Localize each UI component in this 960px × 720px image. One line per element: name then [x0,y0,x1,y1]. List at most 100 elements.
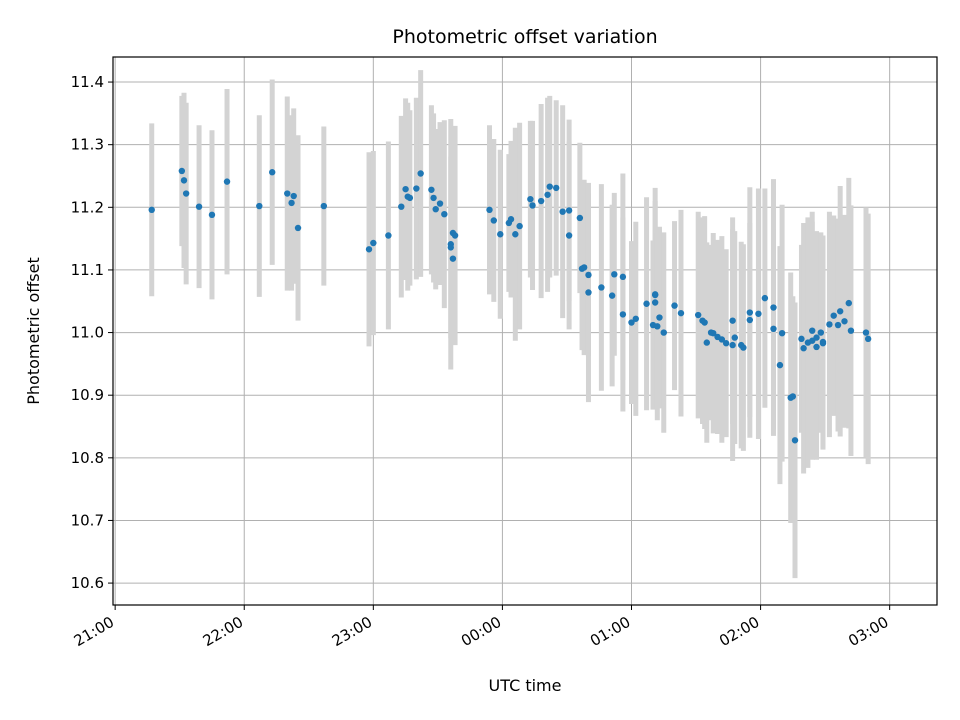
data-point [836,308,844,315]
data-point [701,319,708,326]
data-point [565,207,573,214]
data-point [294,224,302,232]
data-point [677,309,685,317]
data-point [284,190,291,197]
data-point [413,185,420,192]
data-point [256,202,263,210]
data-point [632,315,639,322]
data-point [834,321,842,329]
data-point [862,329,870,336]
data-point [770,304,777,311]
data-point [182,190,190,197]
data-point [565,232,573,239]
data-point [817,329,825,336]
data-point [776,361,784,369]
x-axis: 21:00 22:00 23:00 00:00 01:00 02:00 03:00 [71,605,892,650]
data-point [770,325,777,333]
data-point [290,192,297,200]
data-point [619,311,627,318]
y-tick-label: 10.9 [71,386,104,404]
data-point [402,185,409,193]
data-point [654,323,661,330]
data-point [449,255,457,262]
data-point [864,335,872,343]
data-point [598,284,605,291]
data-point [417,170,424,177]
data-point [527,195,534,203]
data-point [656,314,663,321]
data-point [398,203,405,210]
data-point [406,194,414,202]
data-point [789,393,797,400]
data-point [761,294,769,302]
data-point [755,310,762,317]
x-tick-label: 00:00 [458,613,504,650]
data-point [611,271,618,278]
y-tick-label: 10.7 [71,511,104,529]
data-point [148,206,155,214]
plot-frame [112,56,938,606]
x-axis-label: UTC time [489,676,562,695]
data-point [830,312,837,319]
data-point [813,334,820,341]
x-tick-label: 21:00 [71,613,117,650]
data-point [180,177,188,184]
data-point [432,205,439,213]
data-point [447,244,454,251]
data-point [428,186,435,193]
data-points [148,167,872,444]
data-point [223,178,231,185]
x-tick-label: 02:00 [716,613,762,650]
data-point [608,292,616,299]
data-point [552,184,560,192]
data-point [813,343,820,351]
data-point [619,273,627,281]
chart-title: Photometric offset variation [392,26,657,48]
y-tick-label: 11.0 [71,324,104,342]
data-point [791,437,799,444]
data-point [722,340,730,347]
data-point [710,329,717,337]
data-point [497,231,504,238]
data-point [819,338,827,346]
data-point [703,339,710,346]
x-tick-label: 03:00 [845,613,891,650]
data-point [195,203,203,210]
data-point [847,327,855,334]
data-point [651,291,659,299]
data-point [729,317,736,324]
data-point [320,202,328,210]
y-tick-label: 11.1 [71,261,104,279]
data-point [559,208,566,215]
data-point [537,197,545,205]
data-point [269,169,276,176]
data-point [800,345,807,352]
data-point [809,327,816,334]
data-point [585,289,592,296]
data-point [826,321,833,328]
data-point [729,341,736,349]
data-point [486,206,493,214]
y-tick-label: 11.3 [71,136,104,154]
data-point [845,299,852,307]
y-axis-label: Photometric offset [24,257,43,405]
data-point [694,311,702,319]
data-point [288,199,295,207]
data-point [178,167,186,175]
data-point [778,329,786,337]
data-point [512,231,519,238]
data-point [651,299,659,306]
data-point [576,214,584,222]
data-point [718,336,726,343]
data-point [441,210,448,218]
data-point [628,319,635,326]
data-point [208,211,216,219]
data-point [731,334,738,341]
data-point [660,329,667,336]
data-point [746,316,754,324]
x-tick-label: 23:00 [329,613,375,650]
data-point [544,191,551,198]
data-point [841,318,848,325]
y-axis: 10.6 10.7 10.8 10.9 11.0 11.1 11.2 11.3 11.4 [71,73,113,592]
